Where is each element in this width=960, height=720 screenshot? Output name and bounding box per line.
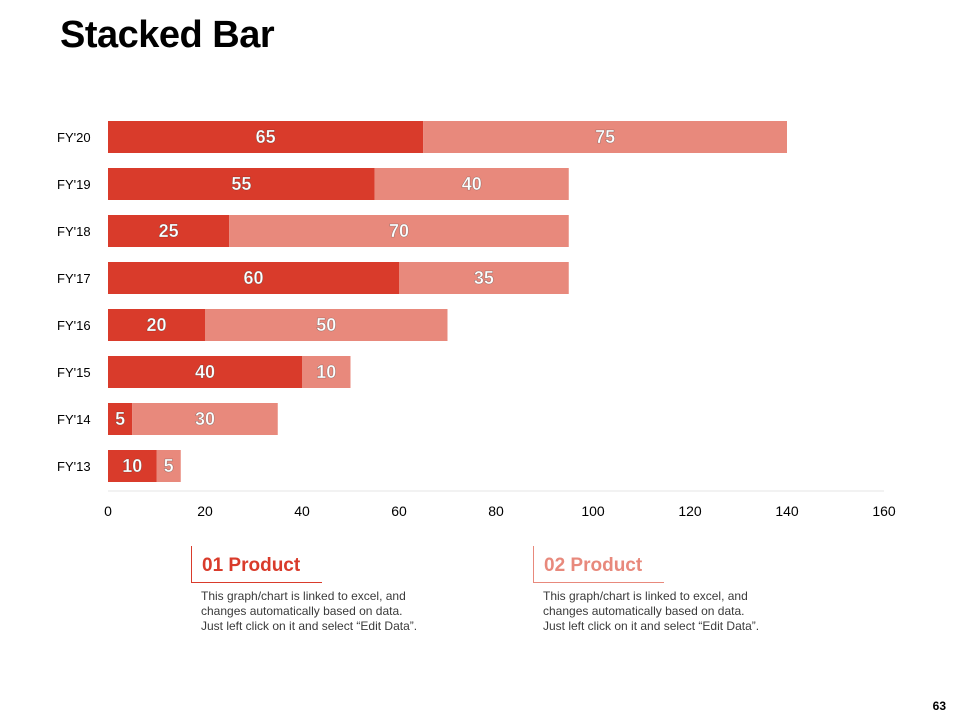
- bar-segment[interactable]: [423, 121, 787, 153]
- y-category-label: FY'20: [57, 130, 91, 145]
- bar-data-label: 60: [243, 268, 263, 288]
- bar-segment[interactable]: [108, 309, 205, 341]
- bar-data-label: 65: [256, 127, 276, 147]
- x-tick-label: 160: [872, 503, 896, 519]
- bar-data-label: 50: [316, 315, 336, 335]
- bar-data-label: 35: [474, 268, 494, 288]
- page-title: Stacked Bar: [60, 14, 275, 56]
- bar-data-label: 5: [115, 409, 125, 429]
- bar-segment[interactable]: [108, 403, 133, 435]
- x-tick-label: 120: [678, 503, 702, 519]
- legend-product-2: 02 Product This graph/chart is linked to…: [533, 546, 763, 634]
- legend-product-2-label: 02 Product: [544, 555, 643, 576]
- bar-segment[interactable]: [108, 356, 302, 388]
- bar-data-label: 25: [159, 221, 179, 241]
- legend-product-1-label: 01 Product: [202, 555, 301, 576]
- bar-data-label: 40: [195, 362, 215, 382]
- bar-data-label: 70: [389, 221, 409, 241]
- legend-product-2-description: This graph/chart is linked to excel, and…: [543, 589, 760, 633]
- legend-product-1-header: 01 Product: [191, 546, 322, 583]
- x-tick-label: 0: [104, 503, 112, 519]
- bar-data-label: 5: [164, 456, 174, 476]
- bar-data-label: 20: [146, 315, 166, 335]
- y-category-label: FY'13: [57, 459, 91, 474]
- y-category-label: FY'18: [57, 224, 91, 239]
- bar-segment[interactable]: [108, 168, 375, 200]
- x-tick-label: 100: [581, 503, 605, 519]
- bar-data-label: 10: [316, 362, 336, 382]
- x-tick-label: 20: [197, 503, 213, 519]
- bar-segment[interactable]: [399, 262, 569, 294]
- bar-segment[interactable]: [108, 262, 399, 294]
- bar-segment[interactable]: [229, 215, 569, 247]
- bar-segment[interactable]: [205, 309, 448, 341]
- bar-segment[interactable]: [108, 121, 424, 153]
- bar-segment[interactable]: [156, 450, 181, 482]
- bar-segment[interactable]: [374, 168, 569, 200]
- x-tick-label: 60: [391, 503, 407, 519]
- bar-segment[interactable]: [302, 356, 351, 388]
- bar-data-label: 55: [231, 174, 251, 194]
- y-category-label: FY'14: [57, 412, 91, 427]
- bar-data-label: 75: [595, 127, 615, 147]
- y-category-label: FY'16: [57, 318, 91, 333]
- page-number: 63: [932, 699, 946, 713]
- y-category-label: FY'17: [57, 271, 91, 286]
- legend-product-2-header: 02 Product: [533, 546, 664, 583]
- x-tick-label: 80: [488, 503, 504, 519]
- legend-product-1: 01 Product This graph/chart is linked to…: [191, 546, 421, 634]
- bar-data-label: 10: [122, 456, 142, 476]
- legend-product-1-description: This graph/chart is linked to excel, and…: [201, 589, 418, 633]
- x-tick-label: 40: [294, 503, 310, 519]
- y-category-label: FY'15: [57, 365, 91, 380]
- x-tick-label: 140: [775, 503, 799, 519]
- bar-segment[interactable]: [108, 215, 230, 247]
- bar-data-label: 30: [195, 409, 215, 429]
- bar-segment[interactable]: [108, 450, 157, 482]
- y-category-label: FY'19: [57, 177, 91, 192]
- bar-segment[interactable]: [132, 403, 278, 435]
- bar-data-label: 40: [462, 174, 482, 194]
